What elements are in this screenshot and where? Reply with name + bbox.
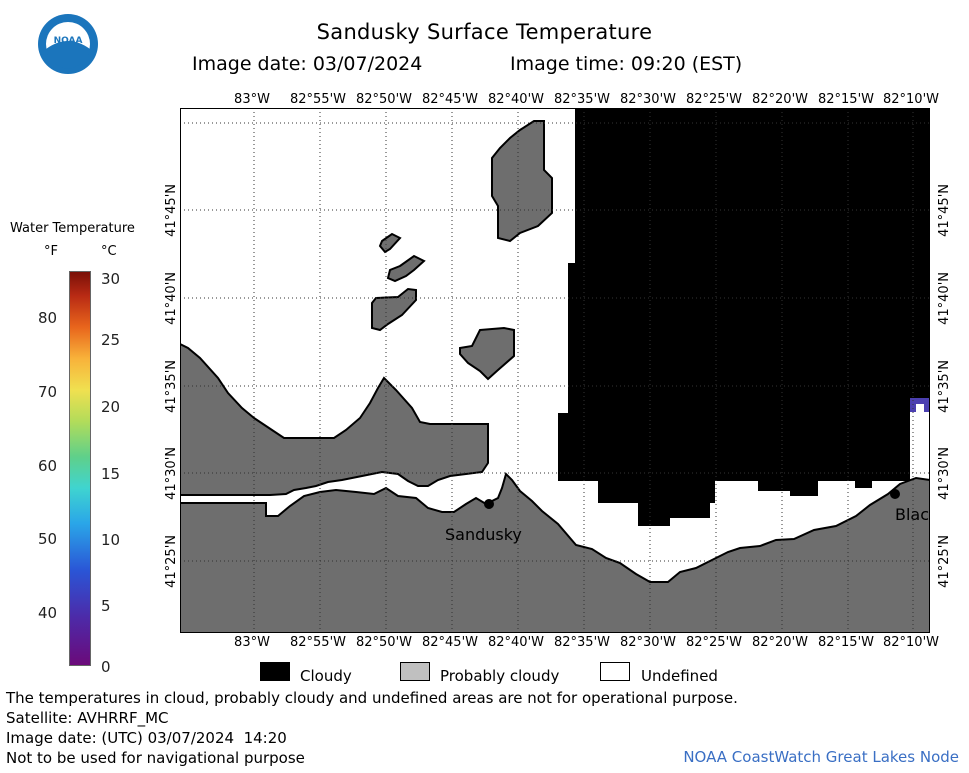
island bbox=[459, 326, 515, 381]
map-panel: Sandusky Blac bbox=[180, 108, 930, 637]
lon-label: 82°50'W bbox=[355, 92, 412, 107]
disclaimer-text: The temperatures in cloud, probably clou… bbox=[6, 689, 738, 707]
lon-label: 82°55'W bbox=[289, 635, 346, 650]
lon-label: 82°30'W bbox=[619, 635, 676, 650]
lon-label: 83°W bbox=[234, 635, 270, 650]
image-time: Image time: 09:20 (EST) bbox=[510, 53, 743, 75]
colorbar-f-tick: 50 bbox=[38, 530, 58, 548]
colorbar-f-tick: 70 bbox=[38, 383, 58, 401]
lat-label: 41°35'N bbox=[164, 360, 179, 413]
lon-label: 82°15'W bbox=[817, 635, 874, 650]
lon-label: 82°45'W bbox=[421, 635, 478, 650]
lon-label: 82°55'W bbox=[289, 92, 346, 107]
island bbox=[386, 254, 426, 283]
legend-swatch-probably-cloudy bbox=[400, 662, 430, 681]
map-svg: Sandusky Blac bbox=[180, 108, 930, 633]
colorbar-c-tick: 15 bbox=[101, 465, 121, 483]
cold-water-patch bbox=[910, 398, 930, 412]
lat-label: 41°30'N bbox=[164, 447, 179, 500]
city-label-blac: Blac bbox=[895, 505, 929, 524]
legend-swatch-undefined bbox=[600, 662, 630, 681]
lat-label: 41°45'N bbox=[164, 184, 179, 237]
lon-label: 82°10'W bbox=[882, 92, 939, 107]
island bbox=[378, 232, 402, 254]
noaa-logo-icon: NOAA bbox=[37, 13, 99, 75]
lat-label: 41°25'N bbox=[164, 535, 179, 588]
legend-label-undefined: Undefined bbox=[641, 667, 718, 685]
colorbar bbox=[69, 271, 91, 666]
lon-label: 82°35'W bbox=[553, 92, 610, 107]
colorbar-unit-c: °C bbox=[101, 244, 117, 259]
city-label-sandusky: Sandusky bbox=[445, 525, 522, 544]
lon-label: 82°20'W bbox=[751, 635, 808, 650]
lat-label: 41°40'N bbox=[937, 272, 952, 325]
colorbar-f-tick: 80 bbox=[38, 309, 58, 327]
colorbar-title: Water Temperature bbox=[10, 221, 135, 236]
lon-label: 82°50'W bbox=[355, 635, 412, 650]
lon-label: 82°25'W bbox=[685, 635, 742, 650]
city-marker-blac bbox=[890, 489, 900, 499]
island bbox=[491, 120, 553, 243]
lat-label: 41°45'N bbox=[937, 184, 952, 237]
page-title: Sandusky Surface Temperature bbox=[316, 20, 653, 44]
colorbar-c-tick: 10 bbox=[101, 531, 121, 549]
credit-text: NOAA CoastWatch Great Lakes Node bbox=[683, 748, 959, 766]
lat-label: 41°30'N bbox=[937, 447, 952, 500]
svg-text:NOAA: NOAA bbox=[54, 36, 83, 46]
island bbox=[371, 287, 417, 332]
lon-label: 82°10'W bbox=[882, 635, 939, 650]
colorbar-c-tick: 5 bbox=[101, 597, 111, 615]
lon-label: 82°40'W bbox=[487, 635, 544, 650]
colorbar-f-tick: 60 bbox=[38, 457, 58, 475]
colorbar-c-tick: 20 bbox=[101, 398, 121, 416]
image-date: Image date: 03/07/2024 bbox=[192, 53, 423, 75]
satellite-text: Satellite: AVHRRF_MC bbox=[6, 709, 169, 727]
lon-label: 82°45'W bbox=[421, 92, 478, 107]
city-marker-sandusky bbox=[484, 499, 494, 509]
colorbar-unit-f: °F bbox=[44, 244, 58, 259]
legend-swatch-cloudy bbox=[260, 662, 290, 681]
lon-label: 82°30'W bbox=[619, 92, 676, 107]
utc-date-text: Image date: (UTC) 03/07/2024 14:20 bbox=[6, 729, 287, 747]
colorbar-c-tick: 25 bbox=[101, 331, 121, 349]
lon-label: 82°35'W bbox=[553, 635, 610, 650]
peninsula-land bbox=[180, 342, 489, 496]
lat-label: 41°40'N bbox=[164, 272, 179, 325]
cloud-mass bbox=[558, 108, 930, 526]
lat-label: 41°25'N bbox=[937, 535, 952, 588]
lon-label: 82°20'W bbox=[751, 92, 808, 107]
lon-label: 82°25'W bbox=[685, 92, 742, 107]
map-frame bbox=[180, 108, 930, 633]
navigation-note: Not to be used for navigational purpose bbox=[6, 749, 305, 767]
colorbar-c-tick: 0 bbox=[101, 658, 111, 676]
legend-label-probably-cloudy: Probably cloudy bbox=[440, 667, 560, 685]
mainland-land bbox=[180, 472, 930, 633]
graticule bbox=[180, 108, 930, 633]
lon-label: 83°W bbox=[234, 92, 270, 107]
lon-label: 82°40'W bbox=[487, 92, 544, 107]
lat-label: 41°35'N bbox=[937, 360, 952, 413]
colorbar-c-tick: 30 bbox=[101, 270, 121, 288]
lon-label: 82°15'W bbox=[817, 92, 874, 107]
legend-label-cloudy: Cloudy bbox=[300, 667, 352, 685]
colorbar-f-tick: 40 bbox=[38, 604, 58, 622]
